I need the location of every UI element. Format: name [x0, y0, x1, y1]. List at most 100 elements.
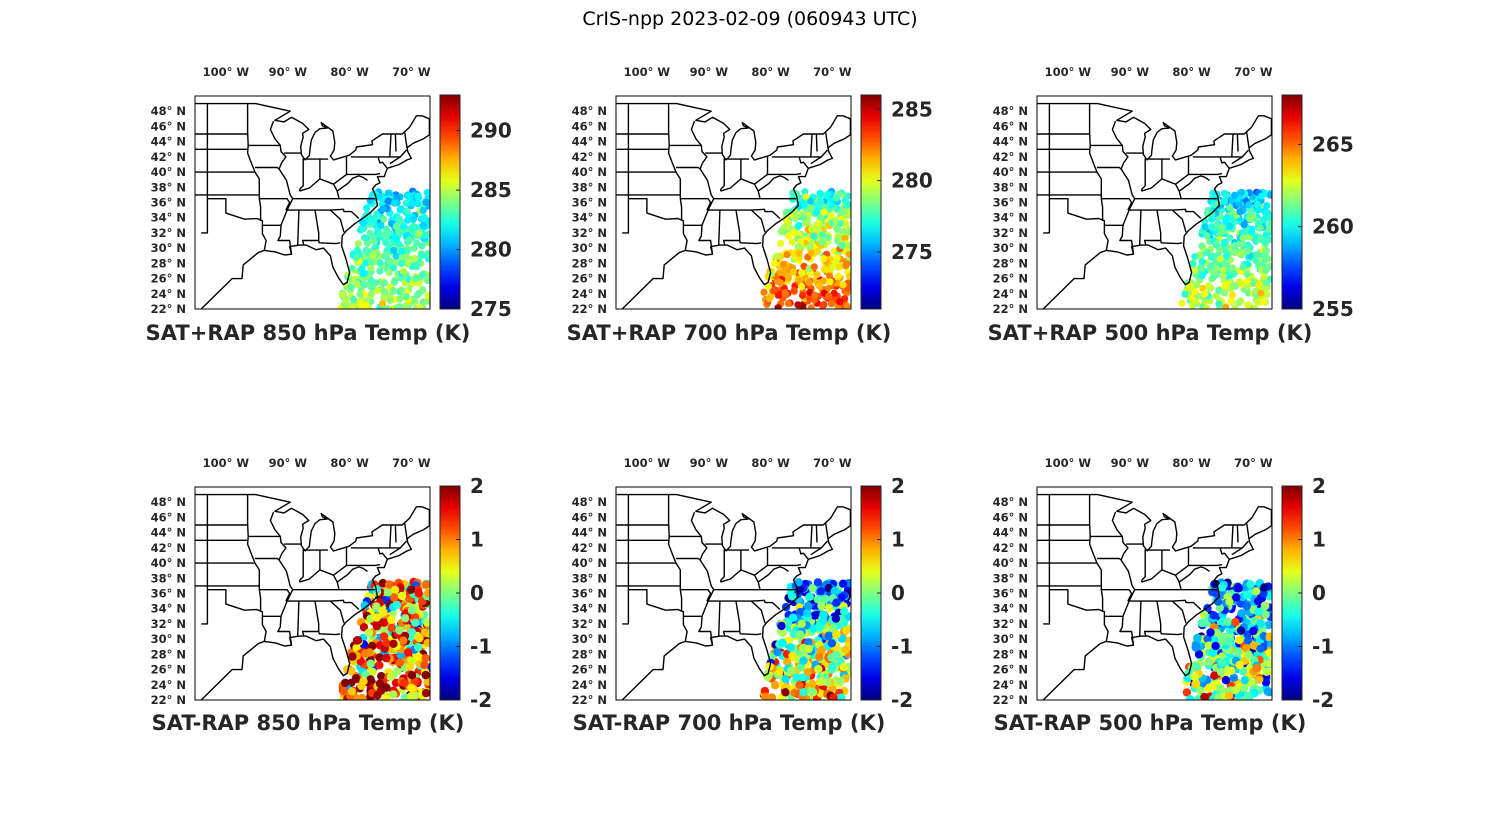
swath-point — [1249, 641, 1259, 650]
swath-point — [845, 272, 851, 280]
swath-point — [817, 645, 826, 655]
colorbar-tick-label: 2 — [470, 474, 484, 498]
lat-tick-label: 28° N — [151, 647, 186, 661]
swath-point — [383, 305, 391, 309]
swath-point — [407, 606, 417, 615]
state-border — [207, 197, 267, 251]
state-border — [1141, 178, 1182, 199]
lat-tick-label: 34° N — [572, 602, 607, 616]
swath-point — [375, 653, 384, 662]
swath-point — [424, 250, 430, 258]
swath-point — [1261, 678, 1271, 687]
swath-point — [382, 638, 391, 648]
swath-point — [352, 636, 362, 645]
state-border — [201, 198, 209, 234]
swath-scatter — [759, 578, 851, 700]
swath-point — [1231, 685, 1240, 695]
panel-title-2: SAT+RAP 700 hPa Temp (K) — [566, 321, 892, 345]
swath-point — [389, 690, 398, 699]
swath-point — [802, 193, 810, 201]
state-border — [1231, 540, 1250, 549]
lon-tick-label: 70° W — [813, 65, 852, 79]
lat-tick-label: 40° N — [993, 556, 1028, 570]
state-border — [1101, 589, 1133, 602]
swath-point — [1260, 216, 1268, 224]
state-border — [1160, 240, 1183, 245]
state-border — [333, 156, 348, 185]
swath-point — [400, 693, 410, 700]
swath-point — [795, 221, 803, 229]
swath-point — [1234, 647, 1243, 657]
swath-point — [770, 259, 779, 267]
swath-point — [1201, 290, 1209, 298]
swath-point — [764, 282, 773, 290]
lat-tick-label: 38° N — [572, 571, 607, 585]
swath-point — [1223, 617, 1232, 627]
swath-point — [382, 231, 390, 239]
swath-point — [842, 201, 850, 210]
state-border — [815, 133, 818, 152]
colorbar-tick-label: 285 — [891, 97, 933, 121]
swath-point — [794, 578, 803, 587]
state-border — [350, 547, 388, 560]
swath-point — [774, 667, 784, 676]
swath-point — [1178, 299, 1186, 307]
swath-point — [825, 604, 834, 613]
coastline — [616, 493, 851, 700]
swath-point — [1181, 290, 1189, 298]
state-border — [757, 175, 789, 192]
swath-point — [416, 304, 424, 309]
swath-point — [1261, 238, 1269, 246]
state-border — [622, 198, 630, 234]
swath-point — [795, 202, 803, 210]
coastline — [195, 102, 430, 309]
lat-tick-label: 36° N — [993, 196, 1028, 210]
swath-point — [1243, 691, 1253, 700]
swath-point — [419, 286, 427, 294]
swath-point — [423, 189, 430, 197]
state-border — [285, 599, 360, 611]
colorbar-tick-label: 275 — [470, 297, 512, 321]
swath-point — [1245, 201, 1253, 209]
swath-point — [807, 197, 815, 205]
swath-point — [1227, 666, 1236, 675]
swath-point — [1198, 258, 1206, 266]
lat-tick-label: 44° N — [151, 526, 186, 540]
swath-point — [796, 243, 804, 251]
lat-tick-label: 44° N — [572, 526, 607, 540]
swath-point — [339, 686, 348, 696]
swath-point — [813, 578, 823, 587]
swath-point — [1205, 282, 1213, 290]
state-border — [1043, 589, 1051, 625]
swath-point — [1253, 298, 1261, 306]
swath-point — [396, 206, 404, 214]
swath-point — [1261, 610, 1270, 619]
lon-tick-label: 90° W — [269, 65, 308, 79]
swath-point — [1194, 650, 1204, 659]
swath-point — [347, 687, 357, 696]
lon-tick-label: 80° W — [751, 456, 790, 470]
lat-tick-label: 40° N — [151, 165, 186, 179]
swath-point — [781, 289, 789, 297]
swath-point — [372, 613, 381, 622]
swath-point — [386, 672, 395, 682]
colorbar-tick-label: 265 — [1312, 132, 1354, 156]
state-border — [1088, 103, 1104, 221]
swath-point — [1247, 228, 1255, 236]
swath-point — [1192, 679, 1201, 688]
state-border — [346, 172, 381, 176]
colorbar-tick-label: -1 — [1312, 635, 1334, 659]
swath-point — [391, 199, 399, 207]
swath-point — [341, 678, 350, 687]
swath-point — [403, 199, 411, 207]
swath-point — [817, 601, 826, 610]
swath-point — [1257, 289, 1265, 297]
swath-point — [360, 270, 368, 278]
swath-point — [774, 304, 782, 309]
swath-point — [836, 676, 845, 686]
swath-point — [1243, 283, 1251, 291]
swath-point — [835, 263, 843, 271]
state-border — [1143, 209, 1162, 246]
swath-point — [786, 643, 795, 652]
lat-tick-label: 28° N — [151, 256, 186, 270]
